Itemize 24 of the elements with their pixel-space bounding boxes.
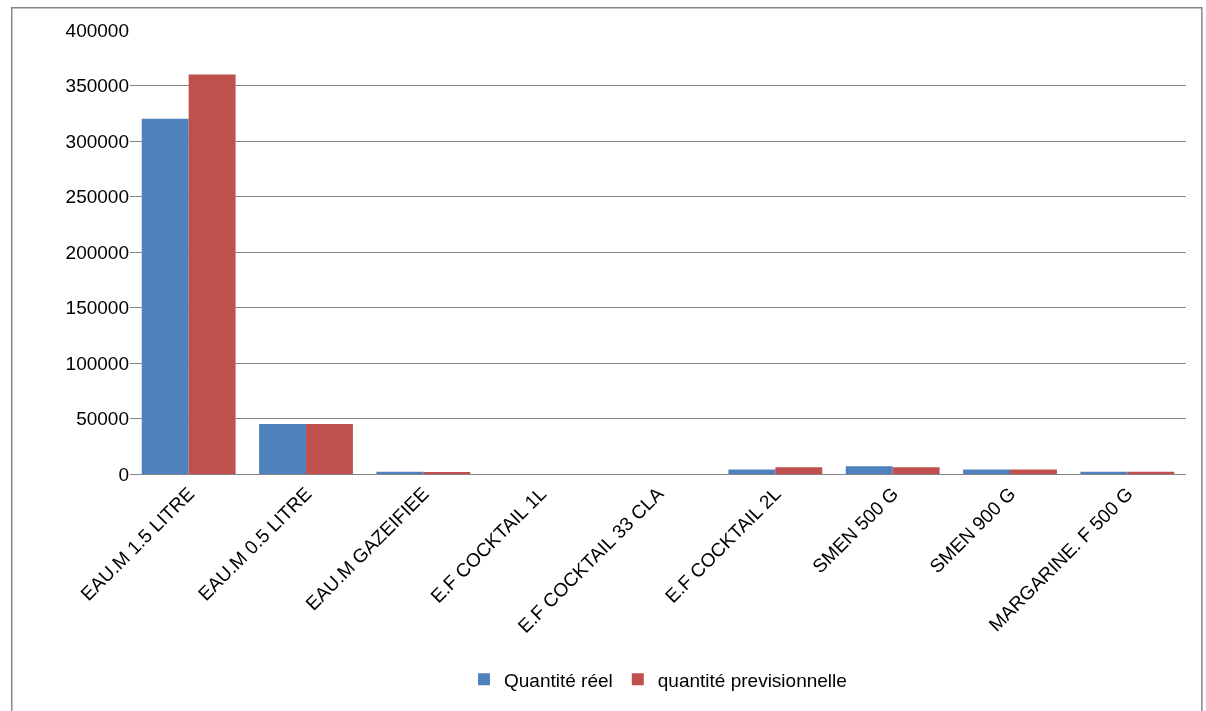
bar bbox=[141, 118, 189, 474]
bar bbox=[188, 74, 236, 474]
bar bbox=[1127, 471, 1175, 474]
y-tick-label: 400000 bbox=[65, 19, 129, 41]
y-tick-label: 350000 bbox=[65, 75, 129, 97]
y-tick-label: 300000 bbox=[65, 130, 129, 152]
bar bbox=[1010, 469, 1057, 474]
bar bbox=[259, 424, 306, 474]
y-tick-label: 150000 bbox=[65, 297, 129, 319]
y-tick-label: 200000 bbox=[65, 241, 129, 263]
y-tick-label: 0 bbox=[118, 463, 129, 485]
bar bbox=[306, 424, 353, 474]
bar bbox=[728, 469, 776, 474]
y-tick-label: 250000 bbox=[65, 186, 129, 208]
y-tick-label: 100000 bbox=[65, 352, 129, 374]
bar bbox=[963, 469, 1010, 474]
bar bbox=[376, 471, 424, 474]
bar bbox=[845, 466, 893, 474]
bar bbox=[892, 467, 940, 474]
bar bbox=[775, 467, 823, 474]
legend-label: Quantité réel bbox=[504, 669, 613, 691]
bar bbox=[1080, 471, 1128, 474]
legend-label: quantité previsionnelle bbox=[657, 669, 847, 691]
y-tick-label: 50000 bbox=[76, 408, 129, 430]
